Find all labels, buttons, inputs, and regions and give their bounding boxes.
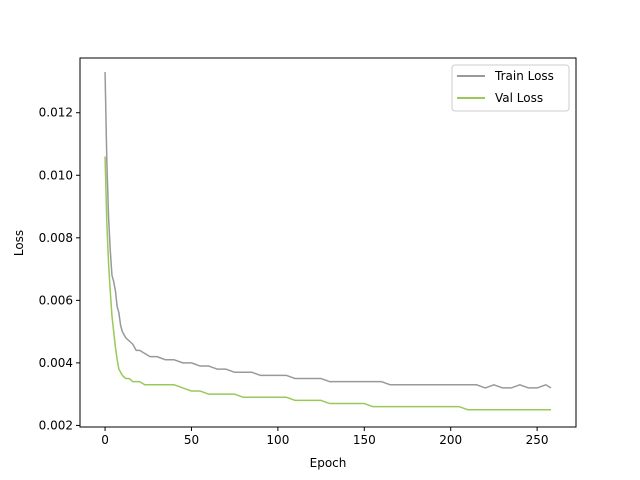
legend-label: Train Loss bbox=[494, 69, 554, 83]
legend: Train Loss Val Loss bbox=[451, 64, 570, 112]
x-tick-label: 250 bbox=[526, 433, 549, 447]
x-axis: 0 50 100 150 200 250 bbox=[101, 427, 549, 447]
series-layer bbox=[104, 72, 552, 411]
x-tick-label: 50 bbox=[184, 433, 199, 447]
x-tick-label: 150 bbox=[353, 433, 376, 447]
x-axis-label: Epoch bbox=[310, 456, 347, 470]
series-line-val-loss bbox=[104, 156, 551, 411]
plot-frame bbox=[79, 57, 577, 428]
y-axis: 0.002 0.004 0.006 0.008 0.010 0.012 bbox=[39, 106, 80, 432]
y-tick-label: 0.004 bbox=[39, 356, 73, 370]
legend-label: Val Loss bbox=[495, 91, 543, 105]
x-tick-label: 0 bbox=[101, 433, 109, 447]
x-tick-label: 200 bbox=[439, 433, 462, 447]
y-axis-label: Loss bbox=[12, 230, 26, 256]
y-tick-label: 0.006 bbox=[39, 293, 73, 307]
y-tick-label: 0.008 bbox=[39, 231, 73, 245]
x-tick-label: 100 bbox=[266, 433, 289, 447]
series-line-train-loss bbox=[104, 72, 552, 389]
y-tick-label: 0.010 bbox=[39, 168, 73, 182]
y-tick-label: 0.002 bbox=[39, 418, 73, 432]
y-tick-label: 0.012 bbox=[39, 106, 73, 120]
